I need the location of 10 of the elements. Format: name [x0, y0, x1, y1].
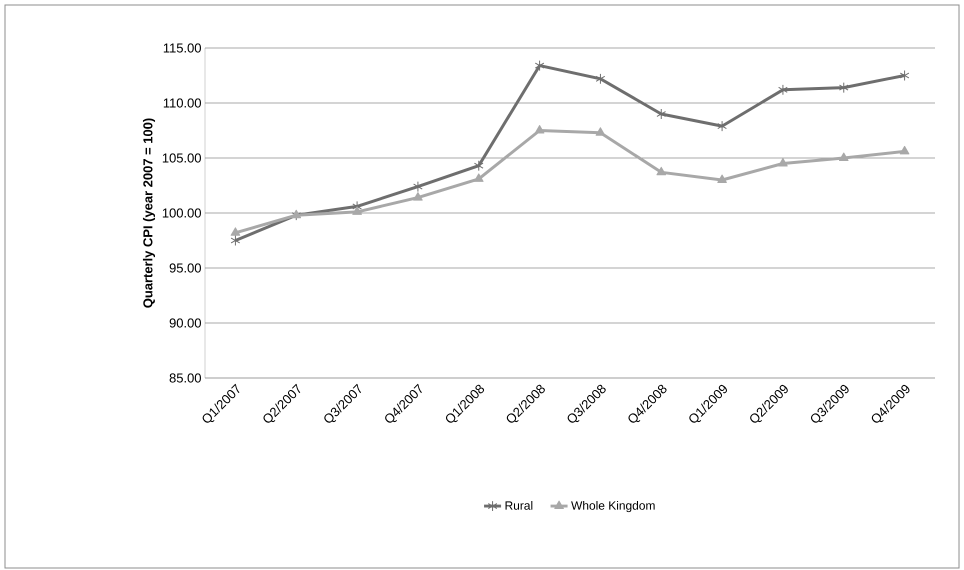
y-tick-label: 90.00 [170, 318, 201, 328]
legend-label: Whole Kingdom [571, 500, 655, 512]
y-tick-label: 85.00 [170, 373, 201, 383]
legend-label: Rural [506, 500, 532, 510]
y-tick-label: 110.00 [164, 98, 201, 108]
y-tick-label: 105.00 [162, 153, 201, 163]
y-tick-label: 100.00 [162, 208, 201, 218]
y-tick-label: 115.00 [164, 43, 201, 53]
y-axis-title: Quarterly CPI (year 2007 = 100) [142, 118, 156, 308]
y-tick-label: 95.00 [170, 263, 201, 273]
